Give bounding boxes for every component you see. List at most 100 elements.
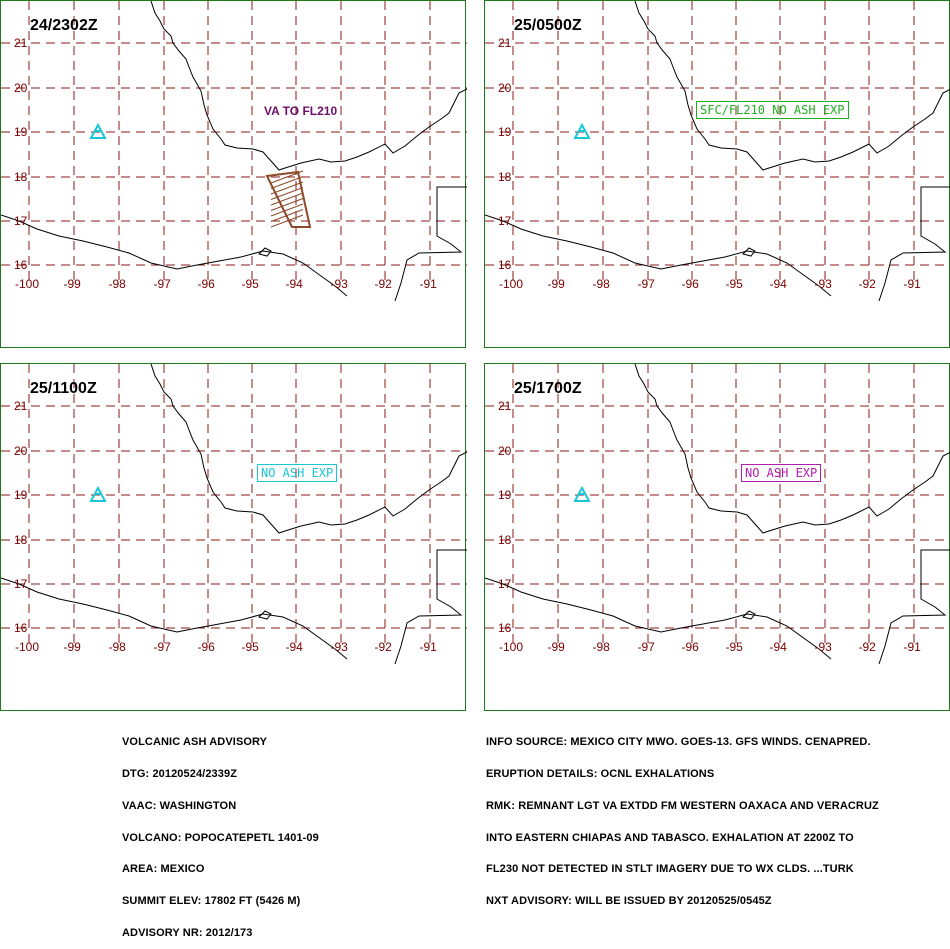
longitude-tick-label: -91 xyxy=(419,640,437,654)
ash-label: NO ASH EXP xyxy=(257,464,338,482)
info-line: VAAC: WASHINGTON xyxy=(122,799,237,812)
latitude-tick-label: 17 xyxy=(14,577,28,591)
longitude-tick-label: -94 xyxy=(769,277,787,291)
latitude-tick-label: 20 xyxy=(498,81,512,95)
longitude-tick-label: -96 xyxy=(197,640,215,654)
ash-area-outline xyxy=(265,170,312,228)
lagoon-outline xyxy=(742,610,756,620)
longitude-tick-label: -92 xyxy=(858,277,876,291)
longitude-tick-label: -99 xyxy=(547,640,565,654)
pacific-coastline xyxy=(1,577,348,660)
longitude-tick-label: -92 xyxy=(858,640,876,654)
longitude-tick-label: -97 xyxy=(153,277,171,291)
volcano-icon xyxy=(89,122,107,139)
latitude-tick-label: 21 xyxy=(14,399,28,413)
volcano-icon xyxy=(573,122,591,139)
longitude-tick-label: -99 xyxy=(547,277,565,291)
map-svg xyxy=(1,1,467,302)
guatemala-border xyxy=(394,549,467,665)
longitude-tick-label: -100 xyxy=(15,277,40,291)
info-line: FL230 NOT DETECTED IN STLT IMAGERY DUE T… xyxy=(486,863,854,876)
longitude-tick-label: -98 xyxy=(108,640,126,654)
gulf-coastline xyxy=(150,1,467,171)
latitude-tick-label: 18 xyxy=(498,533,512,547)
longitude-tick-label: -93 xyxy=(814,640,832,654)
longitude-tick-label: -97 xyxy=(153,640,171,654)
ash-area-hatch xyxy=(270,176,304,189)
longitude-tick-label: -91 xyxy=(419,277,437,291)
map-panel-4: 25/1700Z NO ASH EXP 21 20 19 18 17 16 -100 -99 -… xyxy=(484,363,950,711)
longitude-tick-label: -92 xyxy=(374,640,392,654)
latitude-tick-label: 16 xyxy=(498,621,512,635)
lagoon-outline xyxy=(742,247,756,257)
longitude-tick-label: -96 xyxy=(681,640,699,654)
longitude-tick-label: -95 xyxy=(725,277,743,291)
panel-time: 25/1700Z xyxy=(514,380,582,397)
ash-area-hatch xyxy=(270,214,304,228)
latitude-tick-label: 18 xyxy=(14,533,28,547)
longitude-tick-label: -92 xyxy=(374,277,392,291)
map-svg xyxy=(485,1,950,302)
longitude-tick-label: -100 xyxy=(499,277,524,291)
ash-area-hatch xyxy=(270,209,304,222)
longitude-tick-label: -91 xyxy=(903,277,921,291)
gulf-coastline xyxy=(634,1,950,171)
info-line: ERUPTION DETAILS: OCNL EXHALATIONS xyxy=(486,767,715,780)
longitude-tick-label: -100 xyxy=(15,640,40,654)
map-panel-2: 25/0500Z SFC/FL210 NO ASH EXP 21 20 19 18 17… xyxy=(484,0,950,348)
ash-area-hatch xyxy=(270,198,304,211)
map-svg xyxy=(485,364,950,665)
info-line: VOLCANIC ASH ADVISORY xyxy=(122,736,268,749)
ash-area-hatch xyxy=(270,170,304,184)
longitude-tick-label: -93 xyxy=(330,277,348,291)
longitude-tick-label: -94 xyxy=(285,640,303,654)
map-svg xyxy=(1,364,467,665)
longitude-tick-label: -97 xyxy=(637,277,655,291)
longitude-tick-label: -96 xyxy=(197,277,215,291)
longitude-tick-label: -99 xyxy=(63,640,81,654)
longitude-tick-label: -91 xyxy=(903,640,921,654)
longitude-tick-label: -93 xyxy=(814,277,832,291)
longitude-tick-label: -97 xyxy=(637,640,655,654)
info-line: SUMMIT ELEV: 17802 FT (5426 M) xyxy=(122,895,301,908)
latitude-tick-label: 16 xyxy=(14,621,28,635)
latitude-tick-label: 21 xyxy=(498,36,512,50)
latitude-tick-label: 21 xyxy=(14,36,28,50)
latitude-tick-label: 20 xyxy=(498,444,512,458)
info-line: NXT ADVISORY: WILL BE ISSUED BY 20120525… xyxy=(486,895,772,908)
latitude-tick-label: 19 xyxy=(498,125,512,139)
ash-area-hatch xyxy=(270,192,304,206)
latitude-tick-label: 18 xyxy=(498,170,512,184)
pacific-coastline xyxy=(485,214,832,297)
advisory-info-right: INFO SOURCE: MEXICO CITY MWO. GOES-13. G… xyxy=(486,716,879,917)
panel-time: 24/2302Z xyxy=(30,17,98,34)
longitude-tick-label: -94 xyxy=(285,277,303,291)
longitude-tick-label: -93 xyxy=(330,640,348,654)
pacific-coastline xyxy=(1,214,348,297)
latitude-tick-label: 20 xyxy=(14,81,28,95)
lagoon-outline xyxy=(258,610,272,620)
latitude-tick-label: 20 xyxy=(14,444,28,458)
panel-time: 25/0500Z xyxy=(514,17,582,34)
info-line: VOLCANO: POPOCATEPETL 1401-09 xyxy=(122,831,319,844)
guatemala-border xyxy=(878,549,950,665)
ash-label: SFC/FL210 NO ASH EXP xyxy=(696,101,849,119)
ash-area-hatch xyxy=(270,187,304,200)
latitude-tick-label: 17 xyxy=(498,577,512,591)
latitude-tick-label: 16 xyxy=(498,258,512,272)
pacific-coastline xyxy=(485,577,832,660)
volcano-icon xyxy=(89,485,107,502)
longitude-tick-label: -95 xyxy=(725,640,743,654)
volcano-icon xyxy=(573,485,591,502)
map-panel-1: 24/2302Z VA TO FL210 21 20 19 18 17 16 -100 -99… xyxy=(0,0,467,348)
info-line: RMK: REMNANT LGT VA EXTDD FM WESTERN OAX… xyxy=(486,799,879,812)
latitude-tick-label: 21 xyxy=(498,399,512,413)
lagoon-outline xyxy=(258,247,272,257)
longitude-tick-label: -98 xyxy=(592,277,610,291)
latitude-tick-label: 19 xyxy=(14,125,28,139)
latitude-tick-label: 17 xyxy=(498,214,512,228)
longitude-tick-label: -95 xyxy=(241,277,259,291)
guatemala-border xyxy=(394,186,467,302)
longitude-tick-label: -100 xyxy=(499,640,524,654)
info-line: ADVISORY NR: 2012/173 xyxy=(122,926,253,939)
